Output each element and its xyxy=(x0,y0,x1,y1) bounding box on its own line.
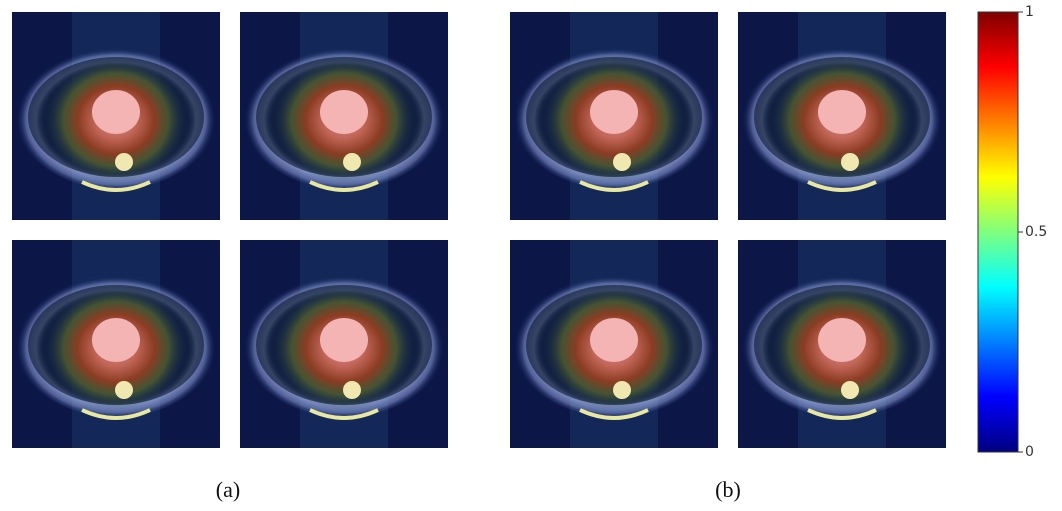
ct-heatmap xyxy=(510,240,718,448)
panel-a-images xyxy=(12,12,448,448)
ct-heatmap xyxy=(510,12,718,220)
ct-heatmap xyxy=(738,240,946,448)
ct-heatmap xyxy=(12,12,220,220)
panel-caption: (a) xyxy=(216,477,240,502)
panel-b-images xyxy=(510,12,946,448)
colorbar-tick-label: 0.5 xyxy=(1025,224,1047,240)
ct-heatmap xyxy=(240,12,448,220)
ct-heatmap xyxy=(240,240,448,448)
panel-caption: (b) xyxy=(715,477,741,502)
colorbar-tick-label: 1 xyxy=(1025,4,1034,20)
colorbar xyxy=(978,12,1018,452)
figure: (a) (b) 00.51 xyxy=(0,0,1062,511)
ct-heatmap xyxy=(12,240,220,448)
ct-heatmap xyxy=(738,12,946,220)
colorbar-ticks: 00.51 xyxy=(1018,4,1047,460)
colorbar-tick-label: 0 xyxy=(1025,444,1034,460)
